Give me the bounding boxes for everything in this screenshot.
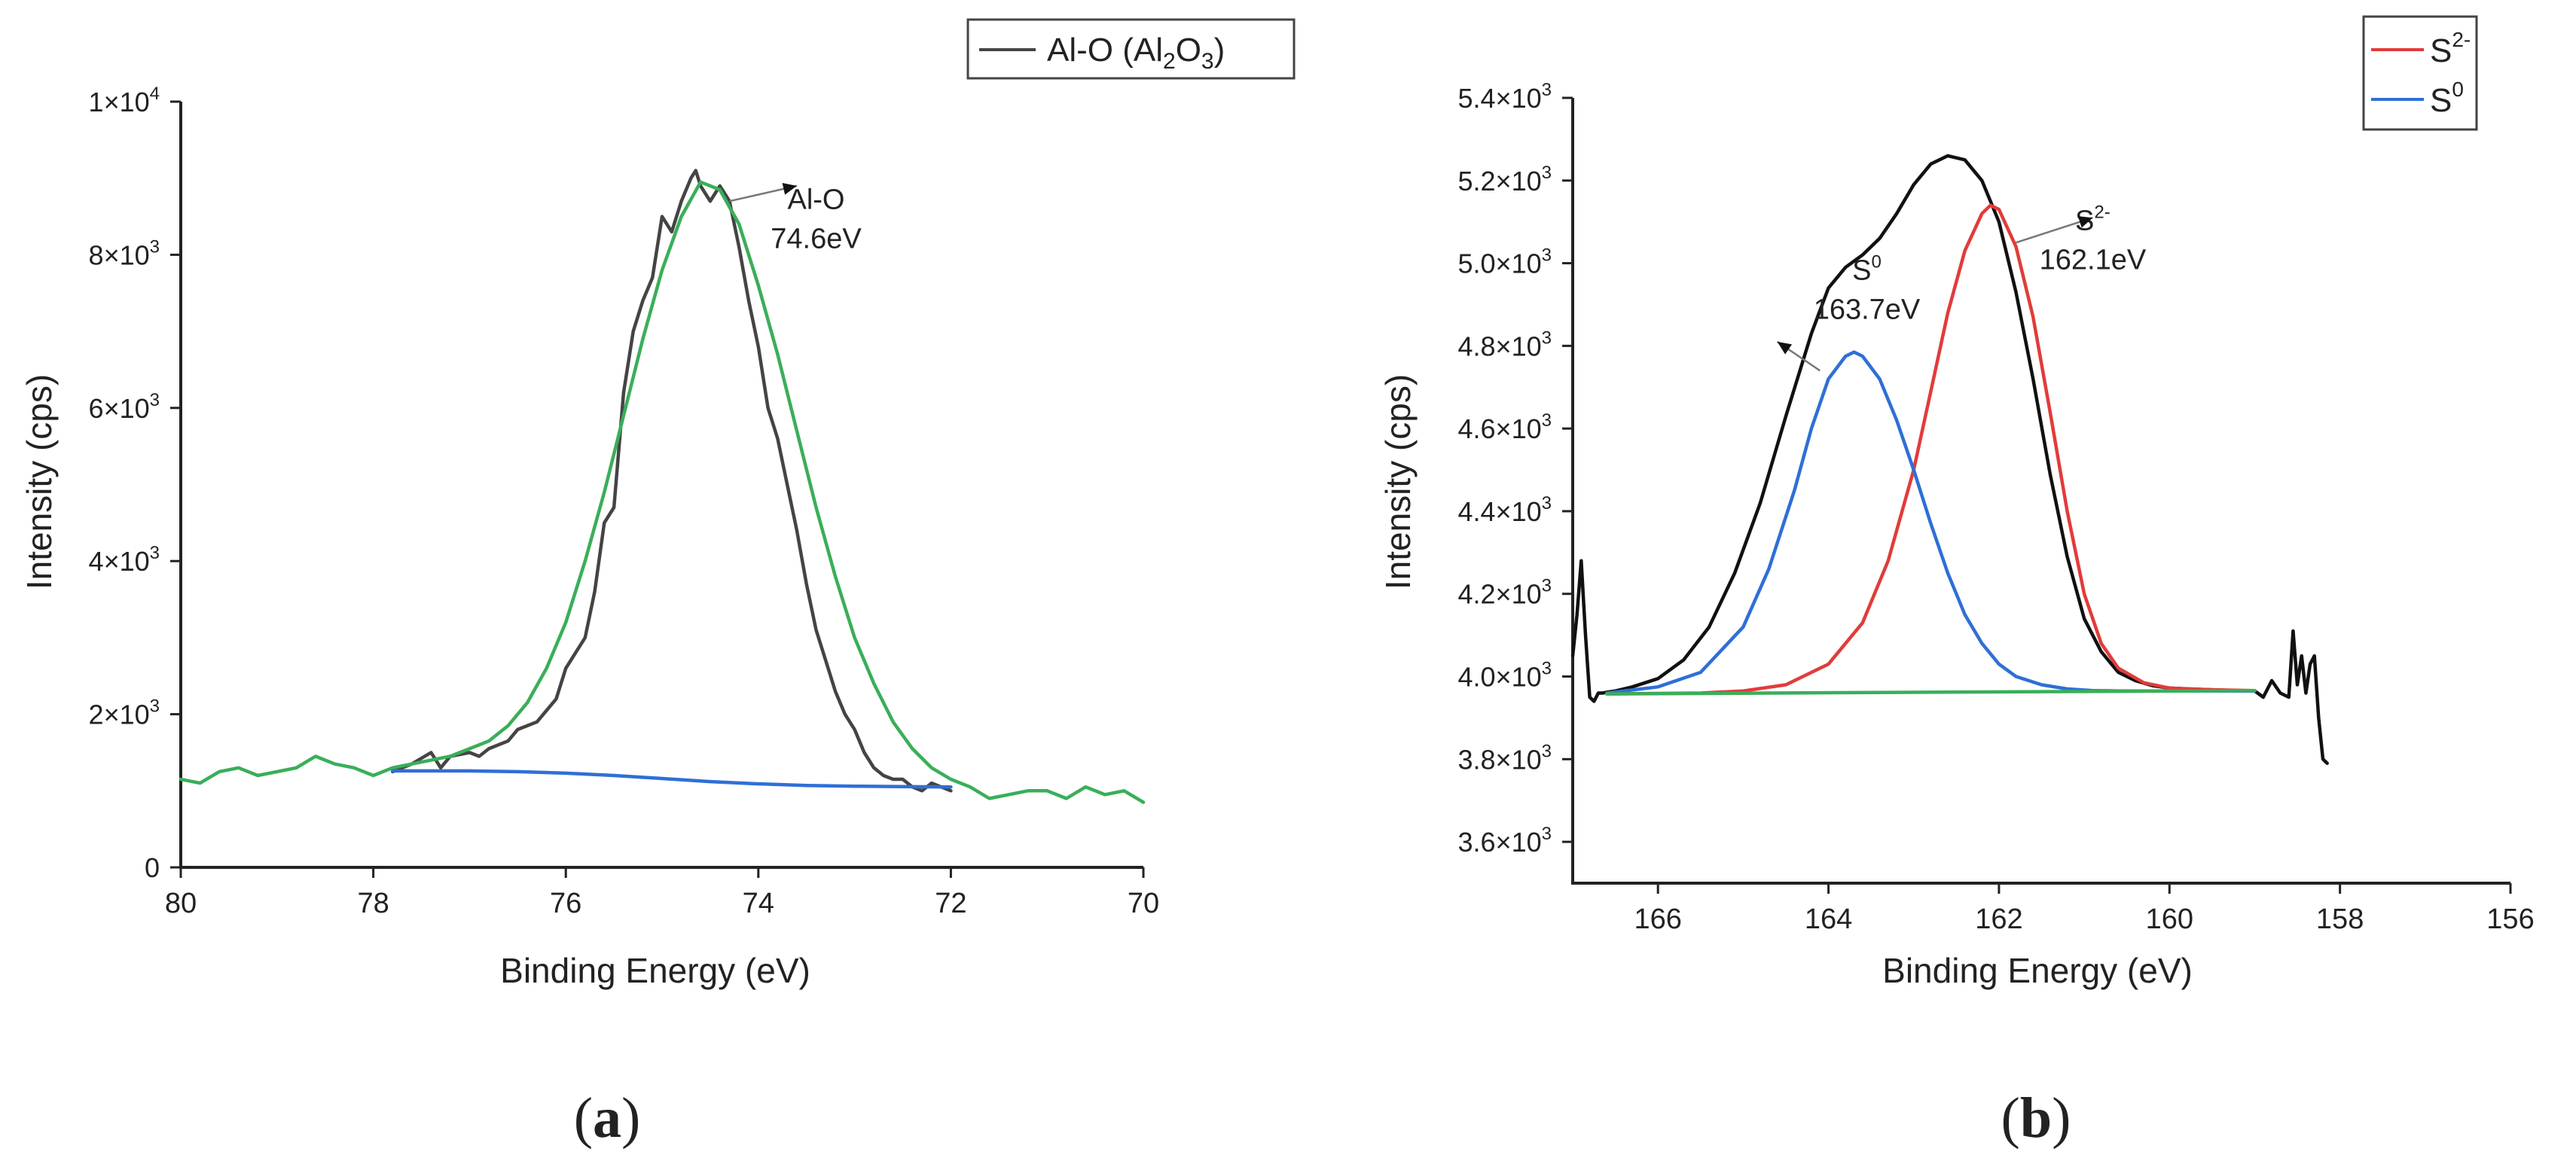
series-line-b-envelope: [1570, 154, 2329, 766]
x-ticks-b: 166 164 162 160 158 156: [1634, 883, 2535, 935]
x-tick-label-b-2: 162: [1975, 903, 2022, 935]
y-tick-label-b-8: 5.2×103: [1458, 163, 1552, 197]
chart-panel-b: 3.6×103 3.8×103 4.0×103 4.2×103 4.4×103 4.6×1…: [1378, 15, 2535, 1150]
y-tick-label-a-3: 6×103: [89, 390, 160, 424]
y-ticks-b: 3.6×103 3.8×103 4.0×103 4.2×103 4.4×103 4.6×1…: [1458, 80, 1573, 858]
annotation-arrowhead-b-0: [1777, 341, 1793, 355]
y-tick-label-a-4: 8×103: [89, 236, 160, 270]
annotation-species-b-0: S0: [1852, 252, 1882, 287]
y-tick-label-b-6: 4.8×103: [1458, 328, 1552, 361]
legend-box-b: [2362, 15, 2478, 131]
y-tick-label-b-4: 4.4×103: [1458, 493, 1552, 527]
x-tick-label-a-3: 74: [743, 888, 774, 919]
axis-frame-b: [1571, 98, 2510, 885]
series-line-b-S2-: [1605, 203, 2257, 696]
series-line-a-raw: [390, 169, 953, 793]
annotation-energy-a-0: 74.6eV: [771, 223, 862, 254]
series-group-a: [179, 169, 1146, 804]
panel-label-b: (b): [2001, 1086, 2071, 1150]
legend-label-s2: S2-: [2430, 28, 2471, 69]
y-tick-label-b-9: 5.4×103: [1458, 80, 1552, 114]
y-tick-label-a-5: 1×104: [89, 84, 160, 117]
x-axis-title-a: Binding Energy (eV): [500, 951, 810, 990]
y-tick-label-b-3: 4.2×103: [1458, 576, 1552, 610]
x-tick-label-a-0: 80: [165, 888, 197, 919]
annotation-species-a-0: Al-O: [787, 184, 844, 215]
x-tick-label-b-3: 160: [2146, 903, 2193, 935]
y-tick-label-b-2: 4.0×103: [1458, 659, 1552, 693]
y-tick-label-b-7: 5.0×103: [1458, 245, 1552, 279]
legend-label-raw: Al-O (Al2O3): [1047, 32, 1225, 74]
x-tick-label-a-5: 70: [1128, 888, 1159, 919]
x-tick-label-b-1: 164: [1805, 903, 1852, 935]
annotations-a: Al-O 74.6eV: [729, 183, 862, 254]
x-tick-label-b-4: 158: [2316, 903, 2364, 935]
series-group-b: [1570, 154, 2329, 766]
x-tick-label-a-4: 72: [935, 888, 966, 919]
series-line-a-background: [390, 769, 953, 789]
legend-a: Al-O (Al2O3): [966, 18, 1296, 80]
annotation-energy-b-0: 163.7eV: [1814, 294, 1921, 326]
annotation-energy-b-1: 162.1eV: [2040, 245, 2147, 276]
x-tick-label-b-5: 156: [2486, 903, 2534, 935]
y-ticks-a: 0 2×103 4×103 6×103 8×103 1×104: [89, 84, 181, 883]
annotation-arrowhead-b-1: [2077, 216, 2093, 228]
legend-label-s0: S0: [2430, 78, 2464, 119]
x-tick-label-a-2: 76: [550, 888, 581, 919]
y-tick-label-b-5: 4.6×103: [1458, 410, 1552, 444]
legend-b: S2- S0: [2362, 15, 2478, 131]
series-line-b-S0: [1605, 350, 2257, 695]
x-tick-label-a-1: 78: [357, 888, 389, 919]
y-axis-title-a: Intensity (cps): [20, 374, 59, 590]
y-tick-label-a-1: 2×103: [89, 696, 160, 730]
series-line-b-background: [1605, 688, 2257, 696]
x-ticks-a: 80 78 76 74 72 70: [165, 867, 1159, 919]
x-tick-label-b-0: 166: [1634, 903, 1681, 935]
y-tick-label-a-0: 0: [145, 852, 160, 883]
annotation-arrowhead-a-0: [782, 183, 797, 195]
x-axis-title-b: Binding Energy (eV): [1882, 951, 2193, 990]
y-axis-title-b: Intensity (cps): [1378, 374, 1418, 590]
panel-label-a: (a): [574, 1086, 641, 1150]
y-tick-label-a-2: 4×103: [89, 543, 160, 577]
series-line-a-fit: [179, 180, 1146, 804]
y-tick-label-b-0: 3.6×103: [1458, 824, 1552, 858]
y-tick-label-b-1: 3.8×103: [1458, 741, 1552, 775]
